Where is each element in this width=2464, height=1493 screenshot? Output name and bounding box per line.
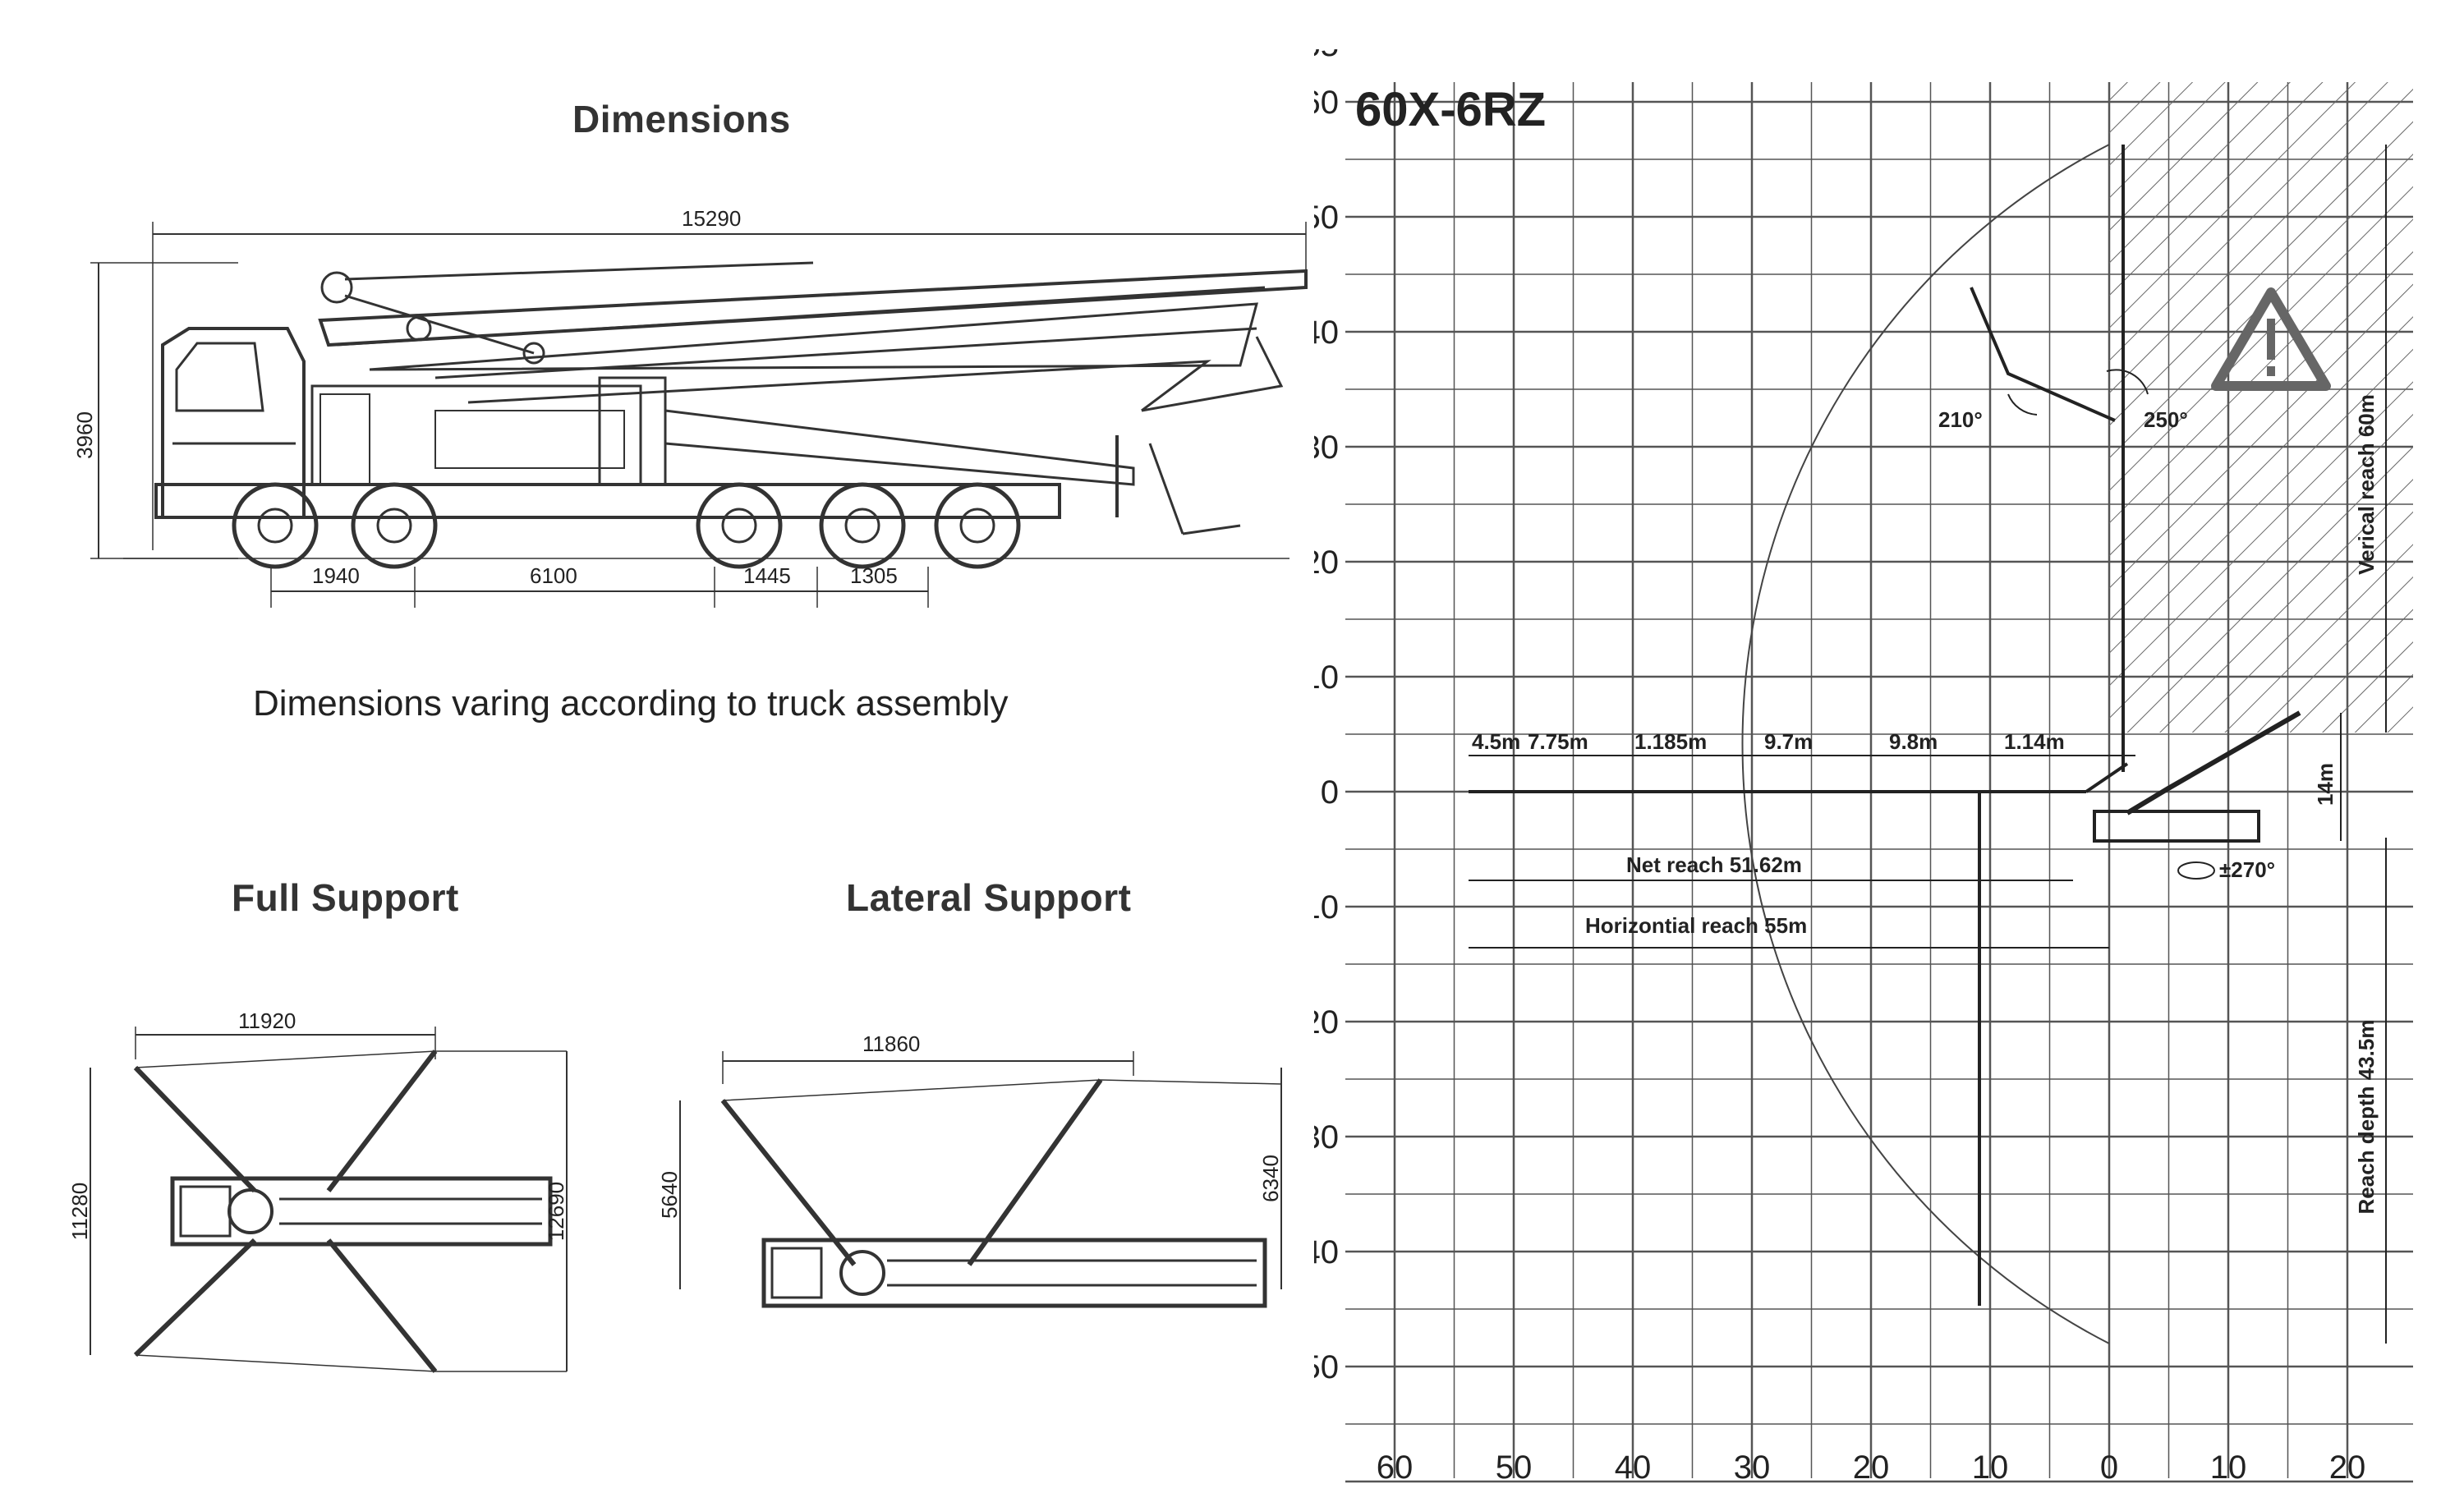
horizontal-reach-label: Horizontial reach 55m [1585, 913, 1807, 938]
restricted-zone [2109, 82, 2413, 733]
lateral-support-title: Lateral Support [846, 876, 1132, 919]
x-tick-label: 30 [1734, 1449, 1771, 1486]
lateral-support-width: 11860 [862, 1031, 920, 1056]
angle-a-label: 210° [1938, 407, 1983, 432]
lateral-support-diagram: 11860 5640 6340 [657, 1031, 1283, 1308]
slew-angle-label: ±270° [2219, 857, 2275, 882]
axle-spacing-2: 6100 [530, 563, 577, 588]
dimensions-title: Dimensions [572, 98, 791, 140]
x-tick-label: 0 [2100, 1449, 2118, 1486]
section-length-1: 4.5m [1472, 729, 1520, 754]
x-tick-label: 50 [1496, 1449, 1533, 1486]
x-tick-label: 10 [1972, 1449, 2009, 1486]
net-reach-label: Net reach 51.62m [1626, 852, 1802, 877]
lateral-support-depth-left: 5640 [657, 1171, 682, 1219]
reach-envelope-arc [1741, 144, 2110, 1344]
x-tick-label: 10 [2210, 1449, 2247, 1486]
axle-spacing-1: 1940 [312, 563, 360, 588]
y-tick-label: 40 [1314, 1234, 1339, 1270]
dimensions-note: Dimensions varing according to truck ass… [253, 683, 1009, 724]
y-tick-label: 50 [1314, 1349, 1339, 1385]
section-length-4: 9.7m [1764, 729, 1813, 754]
section-length-2: 7.75m [1528, 729, 1588, 754]
section-length-6: 1.14m [2004, 729, 2065, 754]
y-tick-label: 60 [1314, 85, 1339, 121]
lateral-support-depth-right: 6340 [1258, 1155, 1283, 1202]
full-support-title: Full Support [232, 876, 459, 919]
y-tick-label: 65 [1314, 49, 1339, 63]
warning-triangle-icon [2211, 287, 2331, 391]
full-support-diagram: 11920 11280 12690 [67, 1010, 568, 1373]
full-support-width: 11920 [238, 1010, 296, 1033]
full-support-depth-right: 12690 [544, 1182, 568, 1241]
y-tick-label: 10 [1314, 889, 1339, 926]
y-tick-label: 0 [1321, 774, 1339, 811]
overall-height-label: 3960 [74, 411, 97, 459]
x-tick-label: 60 [1377, 1449, 1414, 1486]
y-tick-label: 20 [1314, 544, 1339, 581]
x-tick-label: 20 [1853, 1449, 1890, 1486]
y-tick-label: 40 [1314, 315, 1339, 351]
axle-spacing-4: 1305 [850, 563, 898, 588]
y-tick-label: 30 [1314, 430, 1339, 466]
model-label: 60X-6RZ [1355, 83, 1546, 136]
section-length-5: 9.8m [1889, 729, 1938, 754]
full-support-depth-left: 11280 [67, 1183, 92, 1240]
y-tick-label: 10 [1314, 659, 1339, 696]
reach-diagram: 60X-6RZ 4.5m 7.75m 1.185m 9.7m 9.8m 1.14… [1314, 49, 2413, 1486]
overall-length-label: 15290 [682, 206, 741, 231]
truck-side-view: 15290 3960 1940 6100 1445 1305 [74, 206, 1308, 608]
unfold-height-label: 14m [2313, 763, 2338, 806]
y-tick-label: 50 [1314, 200, 1339, 236]
section-length-3: 1.185m [1634, 729, 1707, 754]
vertical-reach-label: Verical reach 60m [2354, 394, 2379, 575]
reach-depth-label: Reach depth 43.5m [2354, 1020, 2379, 1215]
y-tick-label: 20 [1314, 1004, 1339, 1041]
angle-b-label: 250° [2144, 407, 2188, 432]
axle-spacing-3: 1445 [743, 563, 791, 588]
y-tick-label: 30 [1314, 1119, 1339, 1155]
x-tick-label: 20 [2329, 1449, 2366, 1486]
x-tick-label: 40 [1615, 1449, 1652, 1486]
